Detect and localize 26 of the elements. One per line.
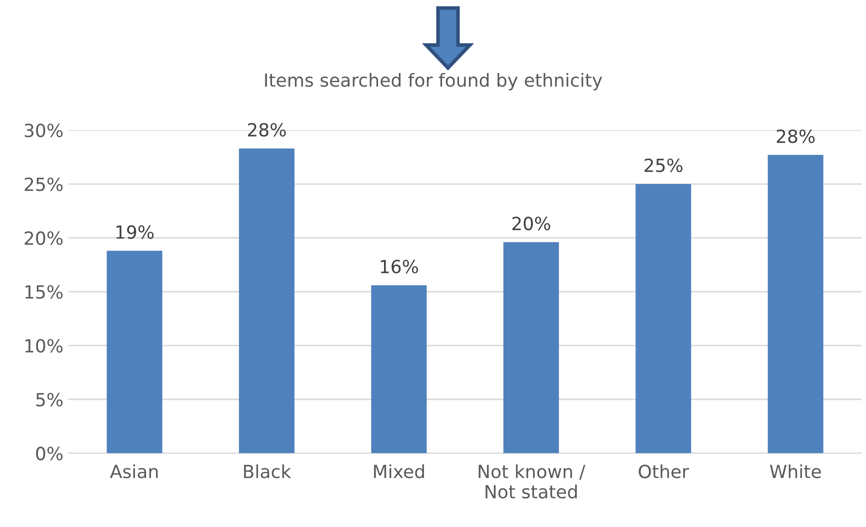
- y-tick-label: 20%: [24, 231, 63, 245]
- x-tick-label: Not known / Not stated: [478, 464, 586, 499]
- data-label: 28%: [776, 129, 815, 144]
- y-tick-label: 15%: [25, 285, 63, 299]
- data-label: 28%: [248, 122, 286, 137]
- data-label: 20%: [512, 216, 550, 230]
- bar: [106, 250, 162, 454]
- x-tick-label: Black: [244, 464, 292, 478]
- y-tick-label: 25%: [24, 177, 63, 192]
- data-label: 19%: [116, 225, 154, 239]
- data-label: 16%: [380, 260, 418, 274]
- chart-title: Items searched for found by ethnicity: [265, 72, 602, 90]
- y-tick-label: 5%: [36, 392, 63, 406]
- y-tick-label: 0%: [36, 446, 63, 460]
- x-tick-label: Asian: [110, 464, 158, 478]
- x-tick-label: White: [770, 464, 821, 478]
- bar: [503, 242, 559, 454]
- y-tick-label: 30%: [24, 124, 63, 138]
- x-tick-label: Other: [638, 464, 689, 478]
- bar: [238, 148, 294, 454]
- x-tick-label: Mixed: [374, 464, 424, 478]
- y-tick-label: 10%: [25, 338, 63, 353]
- data-label: 25%: [644, 158, 682, 172]
- bar: [371, 285, 427, 454]
- bar: [768, 154, 824, 454]
- bar: [636, 184, 692, 454]
